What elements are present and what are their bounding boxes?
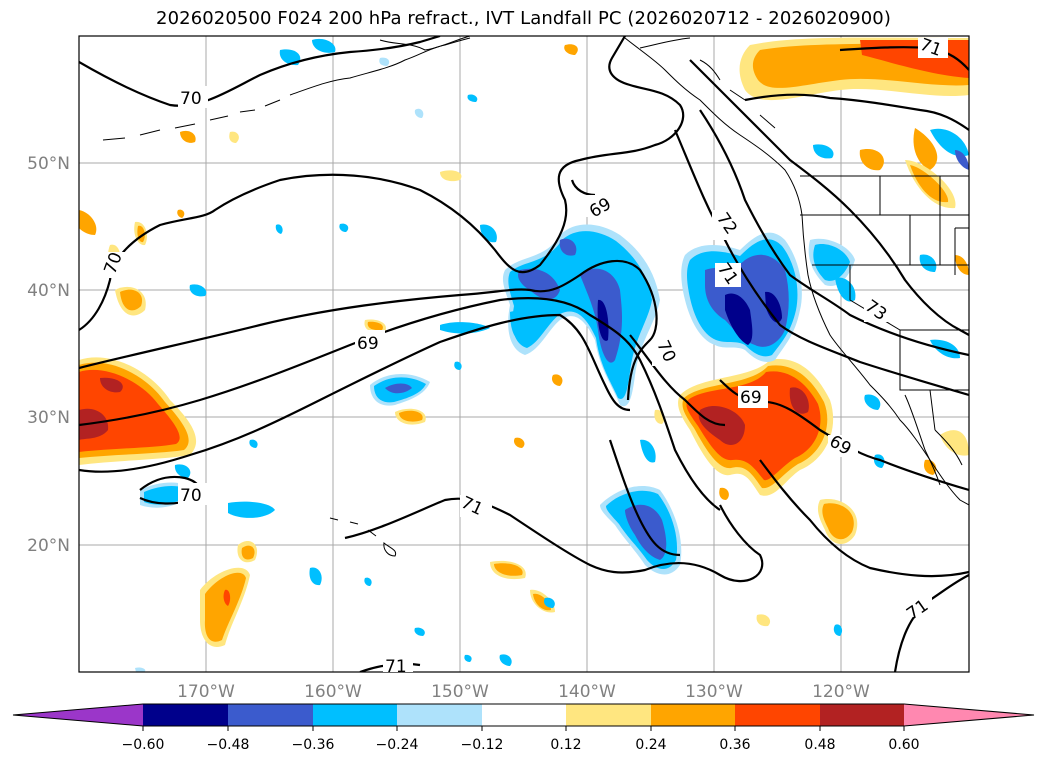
lon-label: 130°W bbox=[685, 682, 743, 702]
refractivity-contours bbox=[79, 36, 969, 672]
map-frame bbox=[78, 35, 970, 673]
colorbar-segment bbox=[313, 704, 397, 726]
lon-label: 140°W bbox=[558, 682, 616, 702]
graticule bbox=[79, 36, 969, 672]
contour-label-group: 70 69 72 71 73 70 69 69 70 71 71 71 70 7… bbox=[100, 35, 948, 677]
lat-label: 30°N bbox=[27, 408, 70, 428]
colorbar-segment bbox=[228, 704, 313, 726]
colorbar-tick: 0.60 bbox=[888, 737, 919, 753]
lat-label: 50°N bbox=[27, 154, 70, 174]
colorbar-tick: 0.24 bbox=[635, 737, 666, 753]
contour-label: 69 bbox=[357, 334, 379, 354]
colorbar-over-arrow bbox=[904, 704, 1034, 726]
colorbar-segment bbox=[651, 704, 735, 726]
contour-label: 70 bbox=[180, 486, 202, 506]
map-title: 2026020500 F024 200 hPa refract., IVT La… bbox=[156, 8, 891, 29]
colorbar-segment bbox=[143, 704, 228, 726]
colorbar-tick: 0.12 bbox=[550, 737, 581, 753]
lon-label: 170°W bbox=[177, 682, 235, 702]
lon-label: 120°W bbox=[812, 682, 870, 702]
lat-label: 40°N bbox=[27, 281, 70, 301]
lon-label: 150°W bbox=[431, 682, 489, 702]
colorbar-segment bbox=[482, 704, 566, 726]
colorbar-segment bbox=[566, 704, 651, 726]
longitude-axis: 170°W 160°W 150°W 140°W 130°W 120°W bbox=[177, 682, 870, 702]
colorbar-under-arrow bbox=[13, 704, 143, 726]
negative-anomaly-fields bbox=[135, 38, 969, 672]
lat-label: 20°N bbox=[27, 536, 70, 556]
colorbar-segment bbox=[820, 704, 904, 726]
colorbar-segment bbox=[735, 704, 820, 726]
contour-label: 70 bbox=[180, 89, 202, 109]
contour-label: 71 bbox=[385, 657, 407, 677]
colorbar-tick: −0.48 bbox=[207, 737, 250, 753]
contour-label: 69 bbox=[740, 388, 762, 408]
colorbar-tick: −0.36 bbox=[292, 737, 335, 753]
colorbar-tick: −0.12 bbox=[461, 737, 504, 753]
colorbar-tick: −0.60 bbox=[122, 737, 165, 753]
colorbar: −0.60 −0.48 −0.36 −0.24 −0.12 0.12 0.24 … bbox=[12, 703, 1035, 753]
colorbar-tick: −0.24 bbox=[376, 737, 419, 753]
colorbar-tick: 0.36 bbox=[719, 737, 750, 753]
colorbar-segment bbox=[397, 704, 482, 726]
latitude-axis: 50°N 40°N 30°N 20°N bbox=[27, 154, 70, 556]
lon-label: 160°W bbox=[304, 682, 362, 702]
colorbar-tick: 0.48 bbox=[804, 737, 835, 753]
